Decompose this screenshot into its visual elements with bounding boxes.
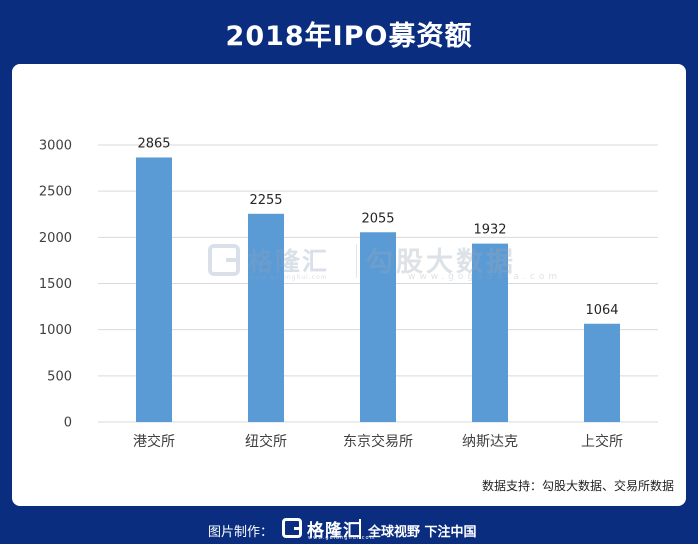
x-tick-label: 港交所 [133, 433, 175, 450]
gelonghui-logo-icon [208, 244, 240, 276]
x-axis-ticks: 港交所 纽交所 东京交易所 纳斯达克 上交所 [133, 433, 623, 450]
bar-2 [248, 213, 284, 422]
bar-4 [472, 243, 508, 422]
source-note: 数据支持：勾股大数据、交易所数据 [481, 479, 674, 493]
x-tick-label: 东京交易所 [343, 433, 413, 450]
bar-3 [360, 232, 396, 422]
bar-chart: 0 500 1000 1500 2000 2500 3000 2865 2255 2055 193… [39, 136, 658, 450]
y-tick-label: 3000 [39, 139, 72, 154]
gelonghui-logo-icon [282, 518, 302, 538]
footer-divider [359, 519, 361, 539]
data-label: 2055 [361, 211, 394, 226]
watermark-partner-url: www.gogudata.com [408, 272, 562, 282]
bar-5 [584, 323, 620, 422]
footer-slogan: 全球视野 下注中国 [368, 525, 477, 540]
watermark-divider [356, 244, 357, 278]
x-tick-label: 纳斯达克 [462, 434, 518, 450]
x-tick-label: 纽交所 [245, 433, 287, 450]
watermark-brand-url: www.gelonghui.com [250, 274, 328, 281]
bar-1 [136, 157, 172, 422]
y-tick-label: 0 [64, 416, 72, 431]
x-tick-label: 上交所 [581, 433, 623, 450]
y-tick-label: 2000 [39, 231, 72, 246]
data-labels: 2865 2255 2055 1932 1064 [137, 136, 618, 317]
page-title: 2018年IPO募资额 [225, 21, 473, 52]
footer-logo-text: 格隆汇 [307, 521, 361, 541]
data-label: 2255 [249, 193, 282, 208]
data-label: 1064 [585, 303, 618, 318]
footer-logo: 格隆汇 www.gelonghui.com [282, 517, 382, 541]
footer: 图片制作： 格隆汇 www.gelonghui.com 全球视野 下注中国 [0, 512, 698, 544]
y-tick-label: 1000 [39, 323, 72, 338]
watermark: 格隆汇 www.gelonghui.com 勾股大数据 www.gogudata… [208, 240, 557, 282]
y-tick-label: 2500 [39, 185, 72, 200]
data-label: 2865 [137, 136, 170, 151]
footer-logo-url: www.gelonghui.com [308, 535, 376, 541]
chart-panel: 0 500 1000 1500 2000 2500 3000 2865 2255 2055 193… [12, 64, 686, 506]
bars [136, 157, 620, 422]
y-axis-ticks: 0 500 1000 1500 2000 2500 3000 [39, 139, 72, 431]
y-tick-label: 1500 [39, 277, 72, 292]
y-tick-label: 500 [47, 369, 72, 384]
watermark-partner: 勾股大数据 [366, 247, 516, 278]
footer-made-by: 图片制作： [208, 525, 274, 540]
data-label: 1932 [473, 223, 506, 238]
watermark-brand: 格隆汇 [248, 247, 330, 276]
